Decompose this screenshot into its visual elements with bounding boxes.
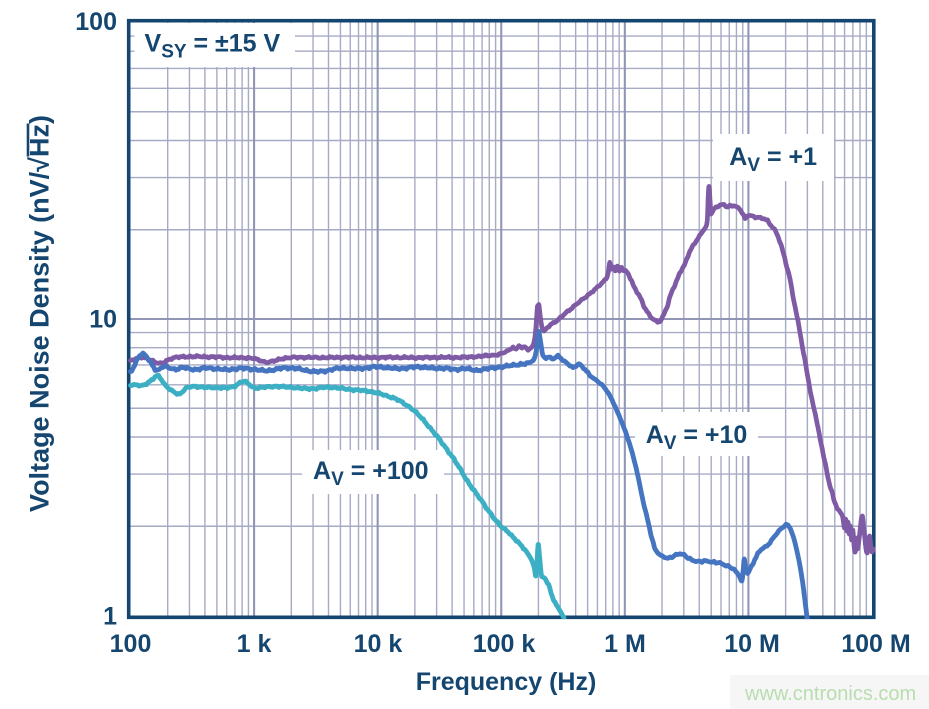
svg-text:AV = +100: AV = +100 xyxy=(313,457,429,490)
svg-text:10 M: 10 M xyxy=(724,630,780,658)
svg-text:100: 100 xyxy=(110,630,152,658)
svg-text:1 k: 1 k xyxy=(237,630,272,658)
svg-text:100 k: 100 k xyxy=(473,630,536,658)
svg-text:Voltage Noise Density (nV/√Hz): Voltage Noise Density (nV/√Hz) xyxy=(25,115,55,512)
svg-text:AV = +1: AV = +1 xyxy=(729,143,817,176)
svg-text:www.cntronics.com: www.cntronics.com xyxy=(744,683,916,705)
svg-text:10: 10 xyxy=(89,306,117,334)
svg-text:10 k: 10 k xyxy=(354,630,403,658)
svg-text:VSY = ±15 V: VSY = ±15 V xyxy=(145,30,281,63)
svg-text:100: 100 xyxy=(75,8,117,36)
svg-text:AV = +10: AV = +10 xyxy=(646,421,748,454)
svg-text:Frequency (Hz): Frequency (Hz) xyxy=(416,668,597,696)
svg-text:1 M: 1 M xyxy=(604,630,646,658)
svg-text:1: 1 xyxy=(103,603,117,631)
svg-text:100 M: 100 M xyxy=(841,630,910,658)
